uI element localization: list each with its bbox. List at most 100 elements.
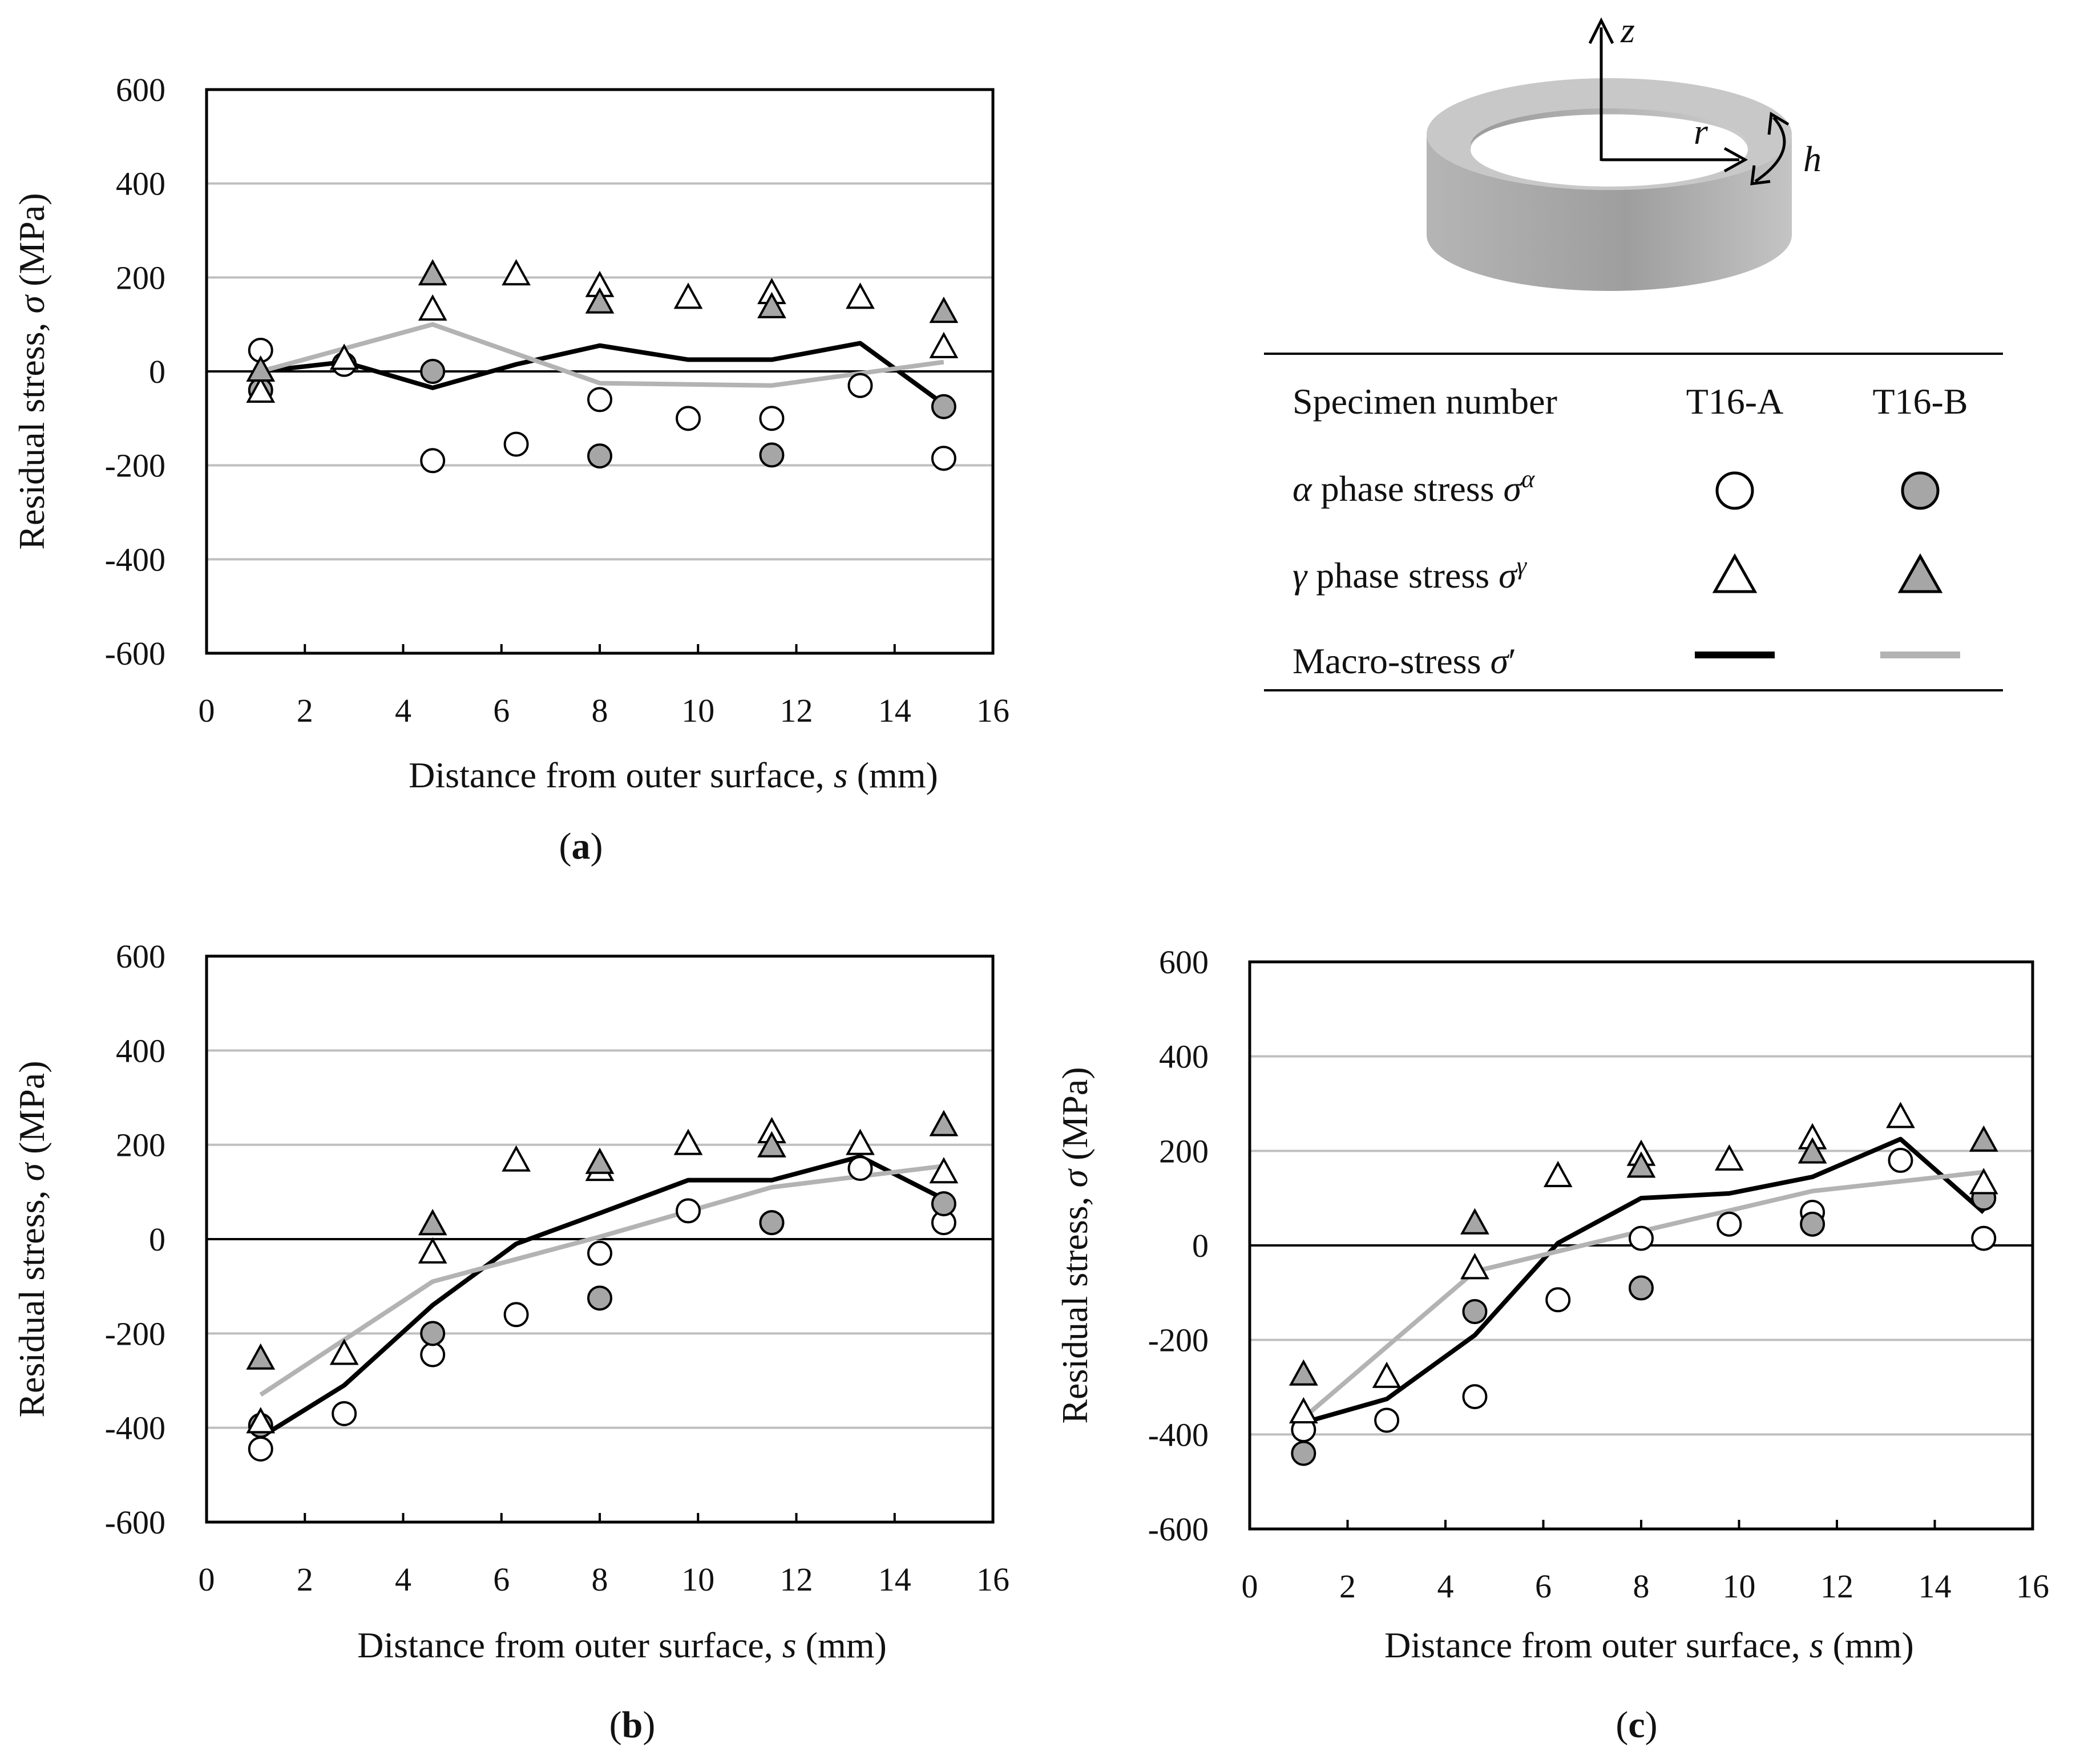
legend-row-gamma-label: γ phase stress σγ (1293, 552, 1528, 596)
x-tick-label: 16 (976, 692, 1009, 729)
y-tick-label: 600 (1159, 944, 1209, 981)
alpha-point-a (503, 1302, 529, 1328)
alpha-point-a (1374, 1407, 1400, 1433)
y-tick-label: -400 (105, 541, 165, 578)
gamma-point-b (418, 1209, 447, 1236)
x-tick-label: 8 (1633, 1568, 1650, 1605)
gamma-point-b (1289, 1359, 1318, 1386)
alpha-point-a (759, 406, 785, 431)
alpha-point-b (420, 359, 446, 384)
alpha-point-a (248, 1436, 273, 1462)
x-tick-label: 0 (1242, 1568, 1258, 1605)
gamma-point-a (1460, 1253, 1489, 1280)
y-tick-label: 200 (116, 259, 165, 296)
gamma-point-a (1969, 1168, 1998, 1195)
y-axis-label-var: σ (1055, 1168, 1095, 1187)
legend-marker-alpha-b (1901, 471, 1940, 510)
x-axis-label-text: Distance from outer surface, (357, 1625, 782, 1665)
y-axis-label-unit: (MPa) (1055, 1067, 1095, 1170)
legend-alpha-symbol: α (1293, 468, 1312, 509)
alpha-point-a (1629, 1225, 1654, 1251)
x-tick-label: 10 (1723, 1568, 1756, 1605)
y-axis-label: Residual stress, σ (MPa) (11, 1061, 52, 1417)
gamma-point-b (1460, 1208, 1489, 1235)
y-tick-label: 200 (116, 1127, 165, 1164)
legend-row-alpha-label: α phase stress σα (1293, 465, 1535, 509)
y-tick-label: 400 (1159, 1038, 1209, 1075)
x-axis-label: Distance from outer surface, s (mm) (409, 755, 938, 795)
legend-table: Specimen number T16-A T16-B α phase stre… (1264, 353, 2003, 691)
h-arc-arrowhead-bottom (1750, 165, 1771, 185)
y-tick-label: 0 (149, 1221, 165, 1258)
ring-outer-wall (1427, 134, 1792, 291)
x-tick-label: 2 (1339, 1568, 1356, 1605)
alpha-point-b (1629, 1275, 1654, 1301)
alpha-point-a (332, 1401, 357, 1426)
alpha-point-a (1545, 1287, 1571, 1313)
ring-inner-wall (1470, 108, 1748, 149)
gamma-point-a (1886, 1102, 1915, 1128)
x-tick-label: 4 (395, 692, 411, 729)
gamma-point-a (329, 1338, 359, 1365)
gamma-point-b (1969, 1125, 1998, 1152)
z-axis-label: z (1620, 10, 1635, 50)
gamma-point-a (846, 282, 875, 309)
alpha-point-a (1971, 1225, 1997, 1251)
x-tick-label: 16 (2016, 1568, 2049, 1605)
legend-gamma-sigma: σ (1499, 555, 1518, 596)
x-axis-label-var: s (782, 1625, 797, 1665)
x-tick-label: 6 (493, 692, 510, 729)
x-tick-label: 14 (878, 692, 911, 729)
alpha-point-a (1888, 1147, 1913, 1173)
y-tick-label: 400 (116, 1032, 165, 1069)
legend-row-macro-label: Macro-stress σ′ (1293, 641, 1516, 681)
alpha-point-b (587, 443, 612, 469)
legend-alpha-sup: α (1521, 465, 1535, 493)
legend-alpha-text: phase stress (1312, 468, 1504, 509)
h-axis-label: h (1803, 139, 1821, 179)
panel-caption: (c) (1615, 1704, 1657, 1746)
gamma-point-a (502, 259, 531, 286)
alpha-point-a (847, 373, 873, 398)
legend-macro-prime: ′ (1508, 641, 1516, 681)
legend-gamma-symbol: γ (1293, 555, 1308, 596)
y-axis-label-unit: (MPa) (11, 1061, 52, 1163)
y-tick-label: -200 (105, 1315, 165, 1352)
x-axis-label-unit: (mm) (848, 755, 938, 795)
x-tick-label: 6 (1535, 1568, 1552, 1605)
y-tick-label: -600 (105, 1504, 165, 1541)
x-tick-label: 10 (681, 1561, 714, 1598)
y-tick-label: 600 (116, 938, 165, 975)
legend-alpha-sigma: σ (1504, 468, 1523, 509)
gamma-point-a (929, 331, 959, 358)
y-tick-label: -200 (1148, 1322, 1209, 1359)
x-tick-label: 2 (297, 1561, 313, 1598)
gamma-point-b (757, 292, 786, 318)
x-axis-label-unit: (mm) (1824, 1625, 1914, 1665)
alpha-point-a (1462, 1384, 1488, 1410)
macro-stress-line-a (1303, 1136, 1985, 1425)
y-axis-label-unit: (MPa) (11, 193, 52, 296)
macro-stress-line-a (260, 341, 946, 406)
alpha-point-a (587, 1240, 612, 1266)
x-tick-label: 14 (1919, 1568, 1952, 1605)
x-axis-label: Distance from outer surface, s (mm) (357, 1625, 887, 1665)
x-axis-label-var: s (1810, 1625, 1824, 1665)
legend-marker-alpha-a (1715, 471, 1754, 510)
gamma-point-a (673, 282, 703, 309)
y-tick-label: -600 (1148, 1511, 1209, 1548)
specimen-ring-diagram: z r h (1427, 10, 1821, 291)
alpha-point-b (1291, 1441, 1316, 1466)
y-axis-label-text: Residual stress, (11, 313, 52, 549)
gamma-point-a (502, 1145, 531, 1172)
x-tick-label: 4 (1437, 1568, 1454, 1605)
legend-gamma-sup: γ (1517, 552, 1528, 580)
gamma-point-a (329, 343, 359, 370)
panel-caption: (b) (609, 1704, 656, 1746)
alpha-point-b (1462, 1298, 1488, 1324)
gamma-point-b (757, 1131, 786, 1158)
x-axis-label: Distance from outer surface, s (mm) (1384, 1625, 1914, 1665)
legend-macro-text: Macro-stress (1293, 641, 1491, 681)
gamma-point-b (929, 296, 959, 323)
